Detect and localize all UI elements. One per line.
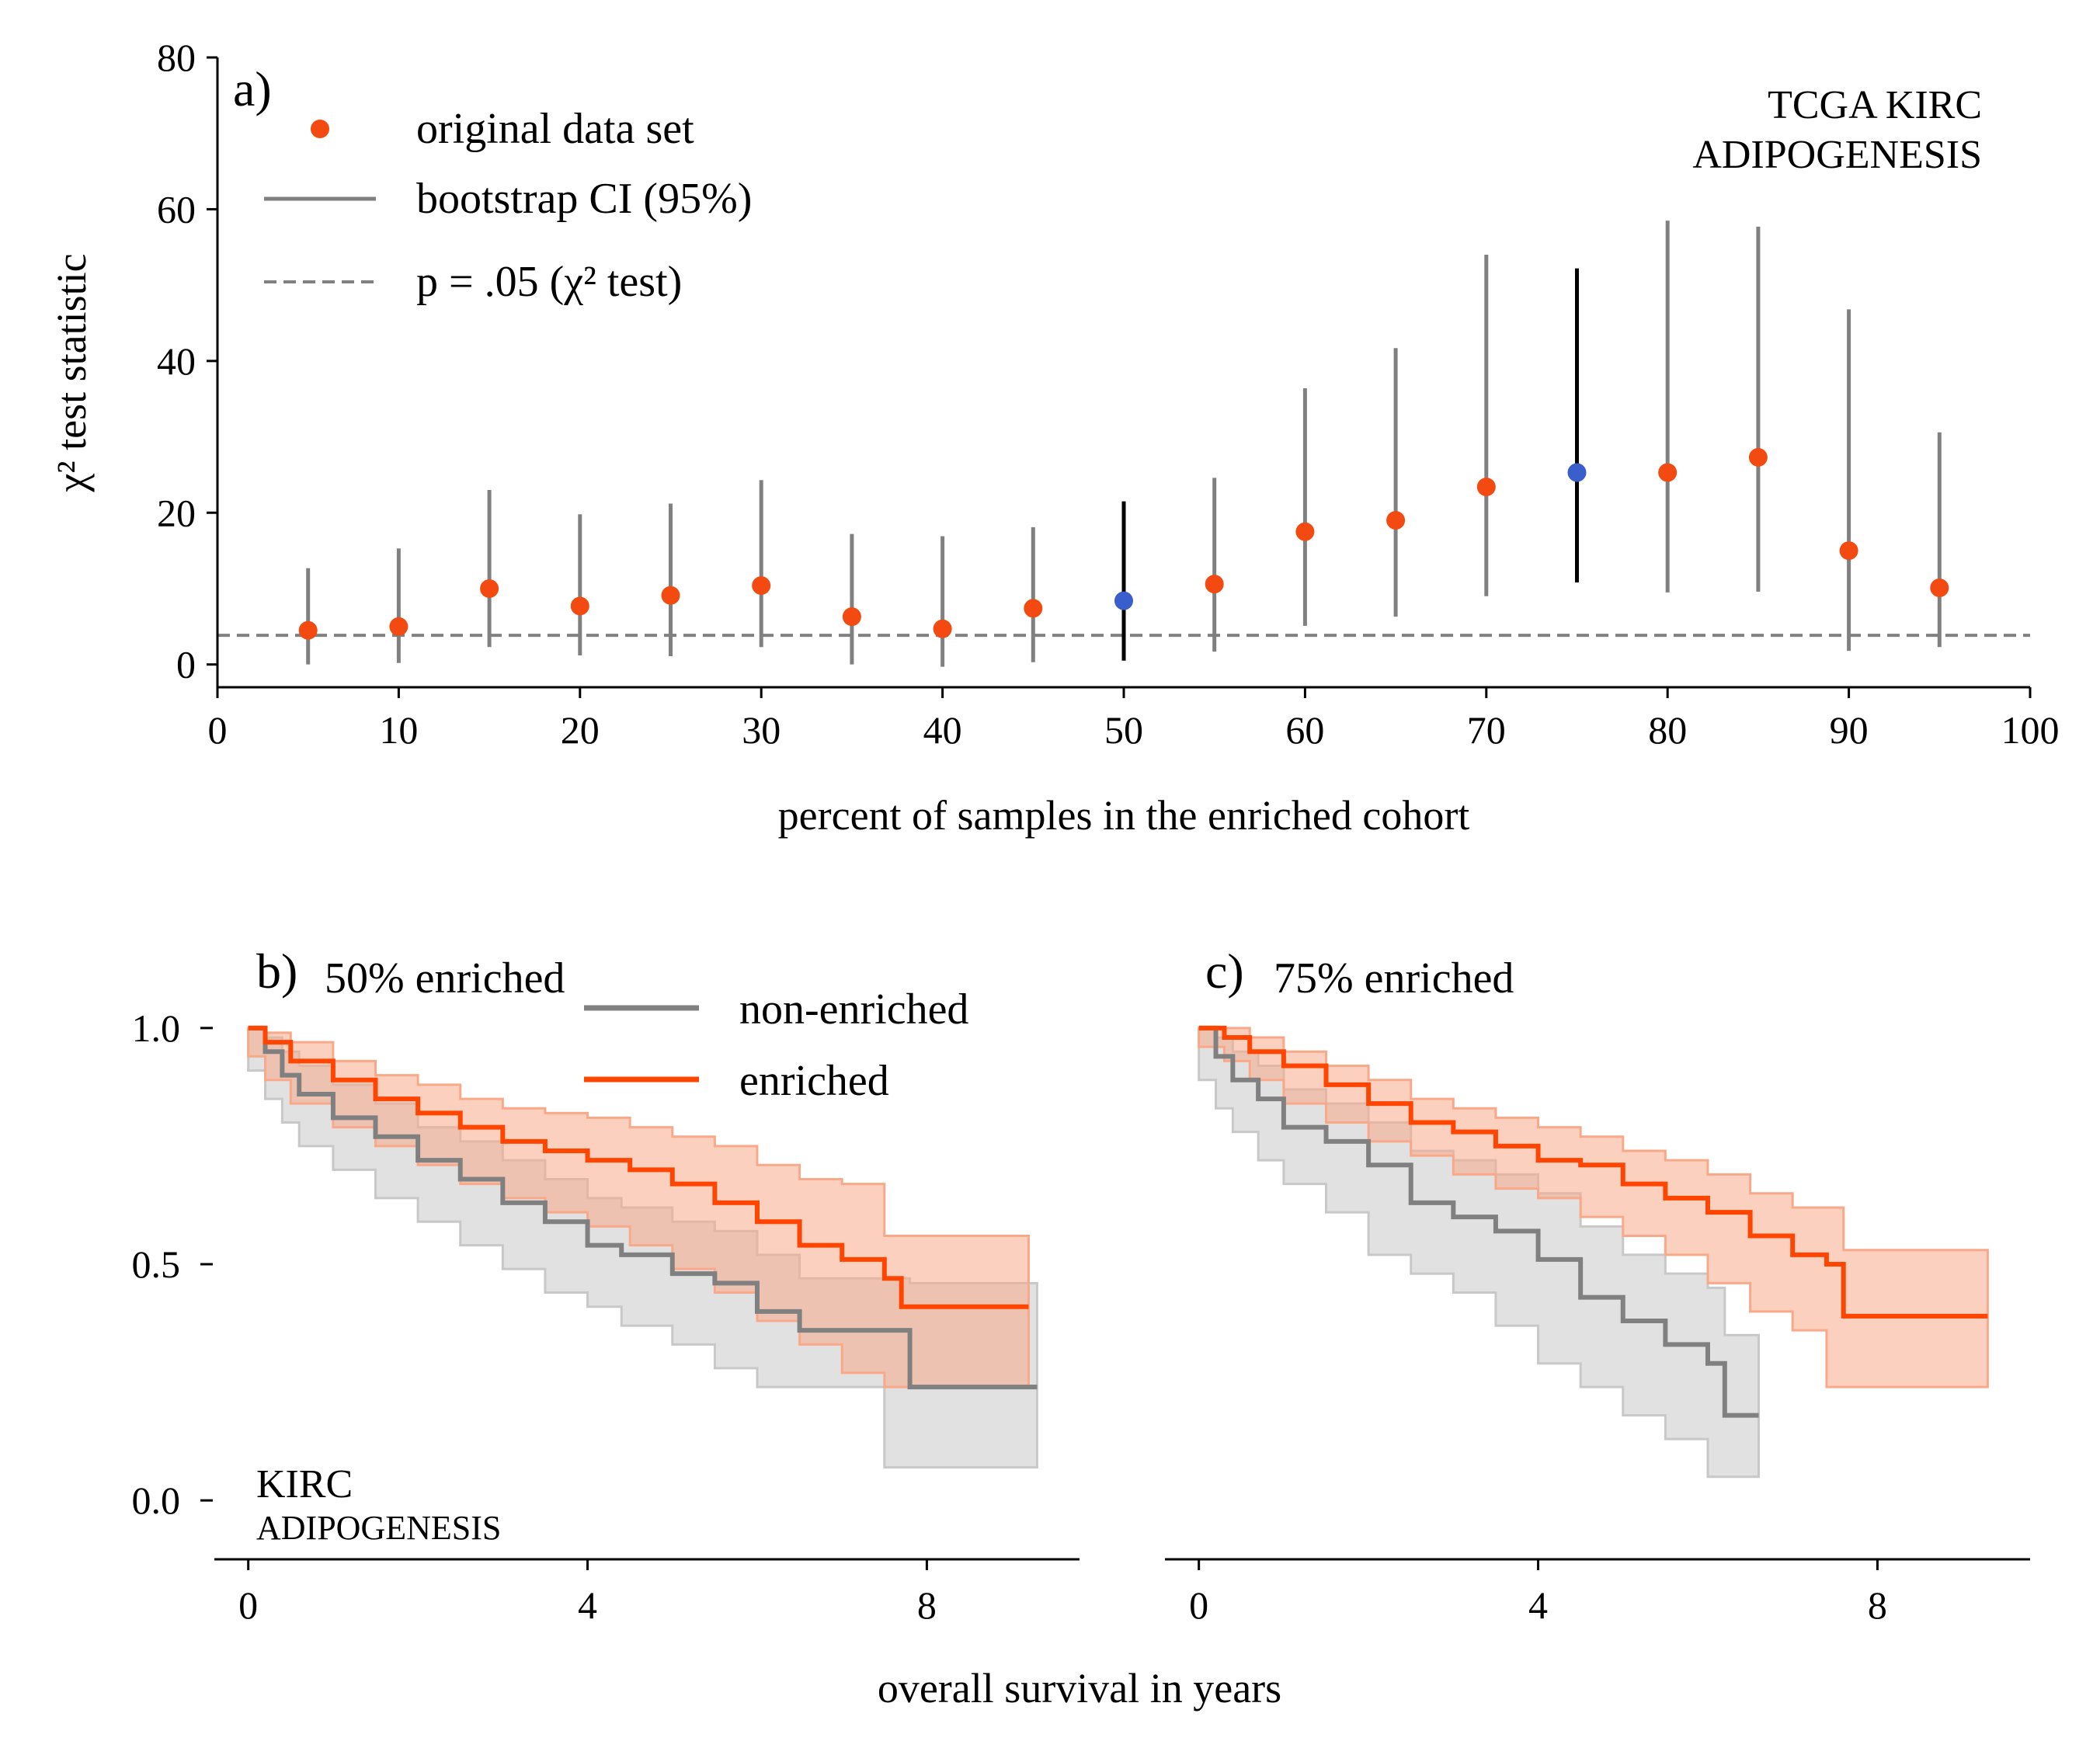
panel-c-label: c) xyxy=(1205,944,1244,999)
non-enriched-survival-curve xyxy=(1198,1025,1759,1418)
x-tick-label-70: 70 xyxy=(1467,708,1506,752)
x-tick-label-0: 0 xyxy=(208,708,228,752)
panel-a-legend: original data set bootstrap CI (95%) p =… xyxy=(264,105,752,306)
panel-b-title: 50% enriched xyxy=(325,954,565,1003)
x-tick-label-20: 20 xyxy=(561,708,600,752)
legend-marker-original xyxy=(311,120,329,138)
panel-a-x-axis-label: percent of samples in the enriched cohor… xyxy=(778,792,1470,839)
panel-c-title: 75% enriched xyxy=(1274,954,1514,1003)
data-point-90 xyxy=(1839,541,1858,561)
panel-c-ticks: 0 4 8 xyxy=(1189,1559,1887,1627)
panel-a-annotation-line2: ADIPOGENESIS xyxy=(1692,133,1982,177)
panel-b-plot-area xyxy=(247,1025,1038,1469)
legend-label-enriched: enriched xyxy=(739,1057,889,1105)
panel-a-ticks: 0 10 20 30 40 50 60 70 80 90 100 0 20 40 60 80 xyxy=(157,36,2060,752)
panel-a-y-axis-label: χ² test statistic xyxy=(48,253,95,492)
data-point-80 xyxy=(1658,463,1678,482)
y-tick-label-0: 0 xyxy=(176,643,196,686)
x-tick-label-0: 0 xyxy=(1189,1583,1208,1627)
data-point-5 xyxy=(298,620,318,640)
data-point-60 xyxy=(1295,522,1315,541)
data-point-70 xyxy=(1476,478,1496,497)
y-tick-label-0.0: 0.0 xyxy=(132,1479,181,1522)
panel-b-annotation-line1: KIRC xyxy=(256,1462,353,1506)
enriched-ci-band xyxy=(1198,1027,1989,1388)
legend-label-threshold: p = .05 (χ² test) xyxy=(416,258,682,306)
y-tick-label-40: 40 xyxy=(157,339,196,383)
non-enriched-survival-curve xyxy=(248,1025,1038,1390)
data-point-55 xyxy=(1205,575,1224,594)
x-tick-label-90: 90 xyxy=(1830,708,1869,752)
panel-b-ticks: 0 4 8 0.0 0.5 1.0 xyxy=(132,1006,937,1627)
data-point-10 xyxy=(389,617,409,636)
x-tick-label-0: 0 xyxy=(238,1583,258,1627)
x-tick-label-60: 60 xyxy=(1285,708,1324,752)
data-point-95 xyxy=(1930,578,1949,597)
y-tick-label-0.5: 0.5 xyxy=(132,1242,181,1286)
x-tick-label-4: 4 xyxy=(1528,1583,1548,1627)
x-tick-label-8: 8 xyxy=(1868,1583,1887,1627)
y-tick-label-1.0: 1.0 xyxy=(132,1006,181,1050)
x-tick-label-4: 4 xyxy=(578,1583,597,1627)
x-tick-label-100: 100 xyxy=(2001,708,2060,752)
panel-b: 0 4 8 0.0 0.5 1.0 b) 50% enriched KIRC ADIPOG… xyxy=(132,944,1080,1627)
data-point-75 xyxy=(1567,463,1587,482)
panel-a-annotation-line1: TCGA KIRC xyxy=(1768,83,1982,127)
data-point-45 xyxy=(1024,599,1043,618)
data-point-85 xyxy=(1748,447,1768,467)
legend-label-non-enriched: non-enriched xyxy=(739,985,968,1034)
data-point-25 xyxy=(661,586,680,605)
legend-label-bootstrap: bootstrap CI (95%) xyxy=(416,175,752,223)
enriched-survival-curve xyxy=(1198,1025,1988,1319)
y-tick-label-20: 20 xyxy=(157,491,196,534)
x-tick-label-30: 30 xyxy=(742,708,781,752)
panel-b-label: b) xyxy=(256,944,297,999)
panel-a-label: a) xyxy=(233,61,272,116)
x-tick-label-8: 8 xyxy=(917,1583,937,1627)
legend-label-original: original data set xyxy=(416,105,694,153)
enriched-survival-curve xyxy=(248,1025,1029,1309)
panel-b-annotation-line2: ADIPOGENESIS xyxy=(256,1509,501,1547)
data-point-50 xyxy=(1114,591,1133,610)
data-point-65 xyxy=(1386,511,1406,530)
y-tick-label-80: 80 xyxy=(157,36,196,79)
panel-a-plot-area xyxy=(217,221,2030,667)
panel-b-legend: non-enriched enriched xyxy=(584,985,968,1105)
panel-c: 0 4 8 c) 75% enriched xyxy=(1165,944,2030,1627)
y-tick-label-60: 60 xyxy=(157,187,196,231)
data-point-30 xyxy=(752,576,771,596)
panel-c-plot-area xyxy=(1198,1025,1989,1479)
data-point-40 xyxy=(933,619,952,638)
shared-x-axis-label: overall survival in years xyxy=(878,1665,1281,1712)
x-tick-label-80: 80 xyxy=(1648,708,1687,752)
x-tick-label-40: 40 xyxy=(923,708,962,752)
data-point-15 xyxy=(480,579,499,598)
x-tick-label-10: 10 xyxy=(379,708,418,752)
data-point-35 xyxy=(842,607,861,627)
x-tick-label-50: 50 xyxy=(1104,708,1143,752)
panel-a: 0 10 20 30 40 50 60 70 80 90 100 0 20 40 60 80 a) TCGA … xyxy=(48,36,2060,839)
data-point-20 xyxy=(570,596,589,616)
